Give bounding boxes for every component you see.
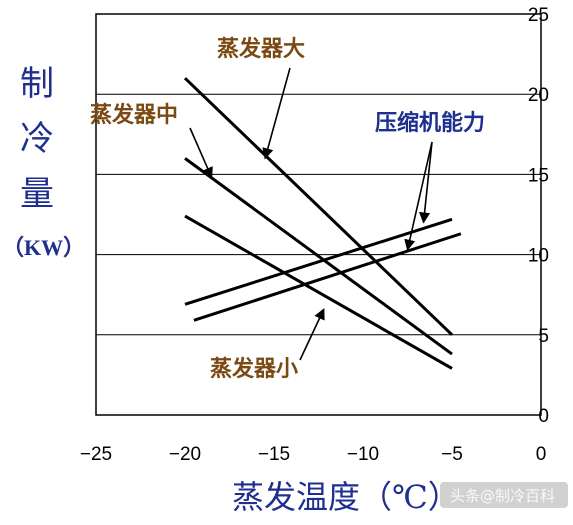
annotation-arrow [262, 67, 291, 160]
annotation-arrow [404, 141, 433, 251]
series-lines [183, 77, 462, 370]
x-tick-label: −15 [258, 444, 290, 465]
y-axis-label-char-1: 制 [20, 64, 54, 104]
watermark-badge [440, 482, 568, 508]
y-tick-label: 15 [528, 165, 549, 186]
annotation-arrow [189, 127, 213, 179]
watermark-text: 头条@制冷百科 [450, 487, 555, 505]
x-axis-label: 蒸发温度（℃） [232, 478, 460, 516]
plot-area [95, 13, 542, 416]
x-tick-label: −5 [441, 444, 463, 465]
x-tick-labels: −25 −20 −15 −10 −5 0 [80, 444, 546, 465]
annotation-arrows [189, 67, 433, 361]
series-line [193, 232, 462, 322]
x-tick-label: −20 [169, 444, 201, 465]
y-tick-label: 0 [538, 406, 549, 427]
annotation-evap-small: 蒸发器小 [210, 356, 298, 382]
annotation-arrow [419, 141, 433, 224]
y-tick-label: 5 [538, 326, 549, 347]
annotation-compressor: 压缩机能力 [375, 110, 485, 136]
series-line [184, 217, 453, 306]
series-line [184, 214, 453, 370]
x-tick-label: −25 [80, 444, 112, 465]
y-tick-labels: 0 5 10 15 20 25 [528, 5, 549, 427]
annotation-evap-large: 蒸发器大 [217, 36, 305, 62]
x-tick-label: −10 [347, 444, 379, 465]
y-tick-label: 20 [528, 85, 549, 106]
y-axis-label-char-2: 冷 [20, 119, 54, 159]
series-line [184, 157, 453, 356]
series-line [183, 77, 454, 336]
x-tick-label: 0 [536, 444, 547, 465]
y-axis-label-char-3: 量 [20, 174, 54, 214]
y-tick-label: 10 [528, 246, 549, 267]
y-tick-label: 25 [528, 5, 549, 26]
y-axis-unit-label: （KW） [2, 235, 85, 260]
annotation-evap-medium: 蒸发器中 [90, 102, 178, 128]
annotation-arrow [299, 308, 325, 361]
